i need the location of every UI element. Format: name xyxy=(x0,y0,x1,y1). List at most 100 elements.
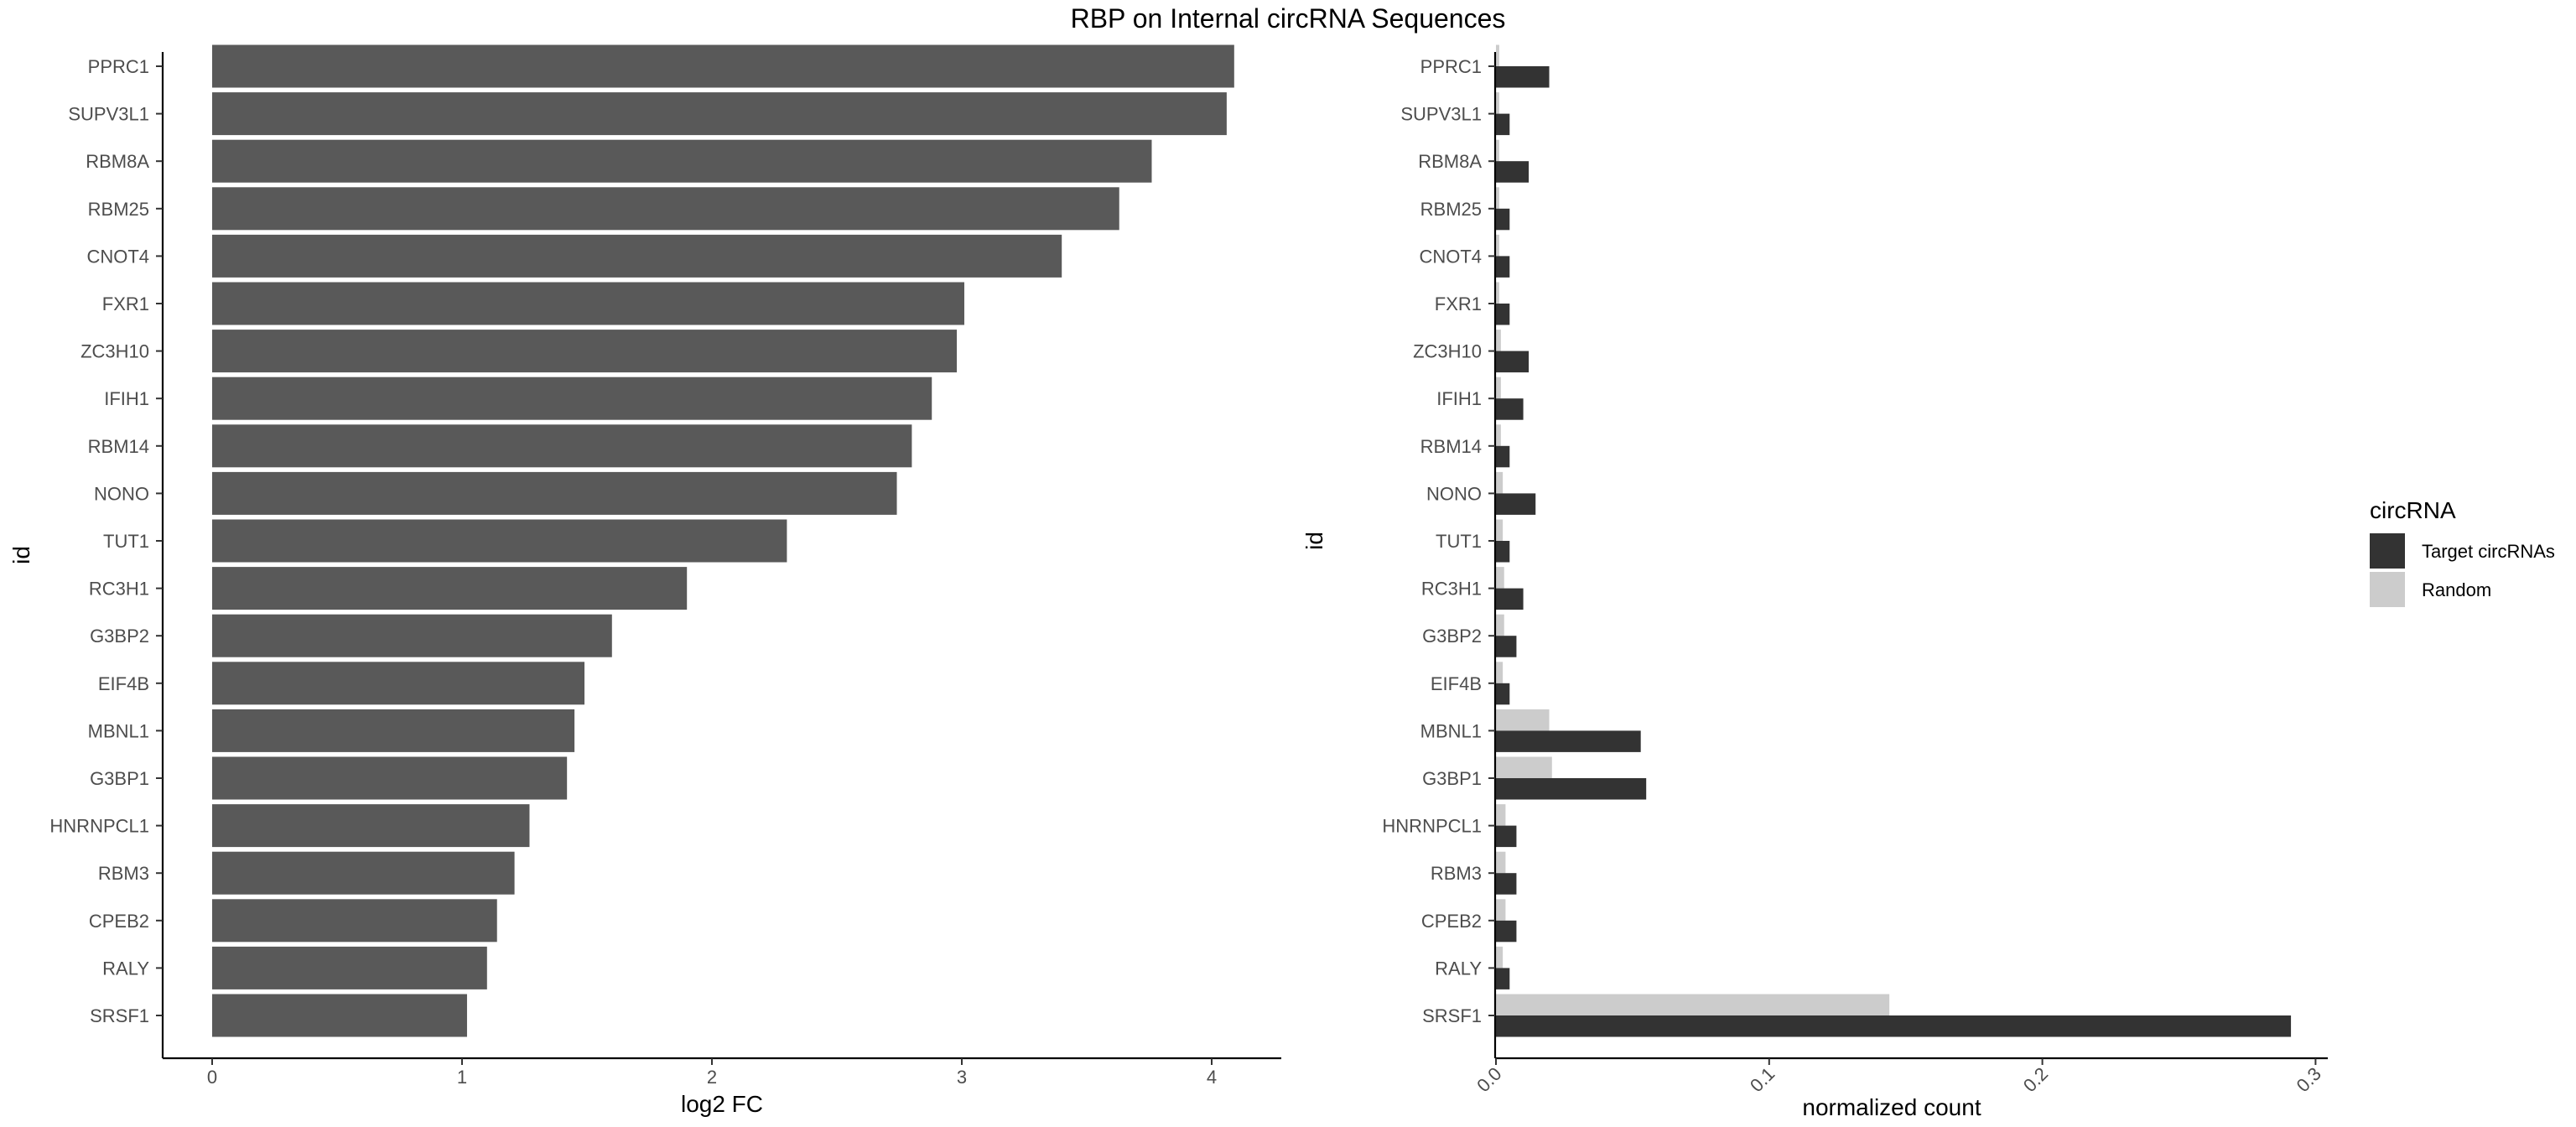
x-tick-label-3: 3 xyxy=(957,1067,967,1088)
bar-target-g3bp2 xyxy=(1496,636,1517,657)
right-x-tick-label-0.1: 0.1 xyxy=(1746,1063,1779,1096)
right-y-tick-label-cnot4: CNOT4 xyxy=(1419,246,1482,267)
bar-target-rbm25 xyxy=(1496,208,1510,231)
bar-target-nono xyxy=(1496,493,1536,515)
right-y-tick-label-rbm14: RBM14 xyxy=(1420,436,1482,457)
right-bars xyxy=(1496,44,2292,1037)
left-panel: PPRC1 SUPV3L1 RBM8A RBM25 CNOT4 FXR1 ZC3H10 IFI… xyxy=(8,44,1281,1117)
legend-title: circRNA xyxy=(2370,497,2456,523)
legend-key-target xyxy=(2370,533,2405,569)
right-y-tick-label-eif4b: EIF4B xyxy=(1431,673,1482,694)
bar-tut1 xyxy=(212,519,787,563)
bar-cnot4 xyxy=(212,234,1062,278)
bar-target-rbm3 xyxy=(1496,873,1517,895)
right-x-tick-label-0.2: 0.2 xyxy=(2019,1063,2052,1096)
bar-srsf1 xyxy=(212,994,467,1037)
bar-cpeb2 xyxy=(212,899,497,943)
bar-random-rbm25 xyxy=(1496,187,1499,209)
right-y-tick-label-zc3h10: ZC3H10 xyxy=(1413,341,1482,362)
right-y-tick-label-mbnl1: MBNL1 xyxy=(1420,720,1482,741)
bar-target-supv3l1 xyxy=(1496,113,1510,136)
y-tick-label-g3bp1: G3BP1 xyxy=(90,768,149,789)
right-y-tick-label-g3bp1: G3BP1 xyxy=(1422,768,1482,789)
y-tick-label-cnot4: CNOT4 xyxy=(86,246,149,267)
legend-label-target: Target circRNAs xyxy=(2422,541,2555,562)
bar-random-rbm14 xyxy=(1496,424,1501,446)
bar-random-supv3l1 xyxy=(1496,92,1499,114)
bar-target-rbm8a xyxy=(1496,161,1530,183)
bar-target-tut1 xyxy=(1496,541,1510,563)
right-y-tick-label-rbm8a: RBM8A xyxy=(1418,151,1482,172)
bar-g3bp1 xyxy=(212,756,568,800)
bar-target-g3bp1 xyxy=(1496,778,1647,800)
bar-rbm8a xyxy=(212,139,1152,183)
bar-target-fxr1 xyxy=(1496,304,1510,325)
right-x-axis-title: normalized count xyxy=(1802,1094,1981,1120)
right-y-tick-label-fxr1: FXR1 xyxy=(1435,293,1482,314)
x-tick-label-2: 2 xyxy=(707,1067,717,1088)
bar-random-g3bp2 xyxy=(1496,614,1504,636)
right-y-tick-label-rbm3: RBM3 xyxy=(1431,863,1482,884)
bar-target-rbm14 xyxy=(1496,445,1510,468)
bar-random-cpeb2 xyxy=(1496,899,1506,921)
bar-random-pprc1 xyxy=(1496,44,1499,66)
right-x-ticks: 0.0 0.1 0.2 0.3 xyxy=(1472,1058,2325,1096)
right-y-tick-label-srsf1: SRSF1 xyxy=(1422,1005,1482,1026)
y-tick-label-fxr1: FXR1 xyxy=(102,293,149,314)
bar-random-fxr1 xyxy=(1496,282,1499,304)
left-bars xyxy=(212,44,1234,1037)
x-tick-label-4: 4 xyxy=(1207,1067,1217,1088)
bar-target-srsf1 xyxy=(1496,1015,2292,1037)
bar-target-cnot4 xyxy=(1496,256,1510,278)
y-tick-label-supv3l1: SUPV3L1 xyxy=(68,104,149,125)
bar-target-ifih1 xyxy=(1496,398,1524,420)
bar-rc3h1 xyxy=(212,567,688,610)
legend-key-random xyxy=(2370,572,2405,607)
bar-zc3h10 xyxy=(212,330,958,373)
right-panel: PPRC1 SUPV3L1 RBM8A RBM25 CNOT4 FXR1 ZC3H10 IFI… xyxy=(1301,44,2328,1120)
y-tick-label-pprc1: PPRC1 xyxy=(88,56,149,77)
right-y-tick-label-cpeb2: CPEB2 xyxy=(1421,911,1482,932)
bar-random-nono xyxy=(1496,471,1504,494)
y-tick-label-eif4b: EIF4B xyxy=(98,673,149,694)
left-y-ticks: PPRC1 SUPV3L1 RBM8A RBM25 CNOT4 FXR1 ZC3H10 IFI… xyxy=(49,56,163,1026)
legend: circRNA Target circRNAs Random xyxy=(2370,497,2555,607)
right-y-tick-label-ifih1: IFIH1 xyxy=(1436,388,1482,409)
right-y-tick-label-hnrnpcl1: HNRNPCL1 xyxy=(1382,816,1482,837)
right-y-tick-label-rc3h1: RC3H1 xyxy=(1421,579,1482,600)
left-x-ticks: 0 1 2 3 4 xyxy=(207,1058,1217,1088)
bar-random-zc3h10 xyxy=(1496,330,1501,351)
right-y-tick-label-raly: RALY xyxy=(1435,958,1482,979)
legend-label-random: Random xyxy=(2422,579,2491,600)
bar-random-eif4b xyxy=(1496,662,1504,683)
y-tick-label-ifih1: IFIH1 xyxy=(104,388,149,409)
bar-target-zc3h10 xyxy=(1496,351,1530,373)
bar-fxr1 xyxy=(212,282,964,325)
right-y-tick-label-rbm25: RBM25 xyxy=(1420,199,1482,220)
y-tick-label-g3bp2: G3BP2 xyxy=(90,626,149,647)
bar-raly xyxy=(212,946,487,989)
x-tick-label-1: 1 xyxy=(457,1067,467,1088)
y-tick-label-mbnl1: MBNL1 xyxy=(88,720,149,741)
y-tick-label-rc3h1: RC3H1 xyxy=(89,579,149,600)
bar-random-mbnl1 xyxy=(1496,709,1550,731)
chart-title: RBP on Internal circRNA Sequences xyxy=(1071,3,1506,34)
right-y-tick-label-tut1: TUT1 xyxy=(1436,531,1482,552)
left-x-axis-title: log2 FC xyxy=(681,1091,763,1117)
bar-rbm25 xyxy=(212,187,1119,231)
bar-mbnl1 xyxy=(212,709,575,752)
y-tick-label-rbm8a: RBM8A xyxy=(86,151,149,172)
bar-random-ifih1 xyxy=(1496,377,1501,399)
bar-target-mbnl1 xyxy=(1496,730,1641,752)
bar-random-rbm8a xyxy=(1496,139,1499,162)
bar-g3bp2 xyxy=(212,614,612,657)
right-y-tick-label-supv3l1: SUPV3L1 xyxy=(1400,104,1482,125)
y-tick-label-zc3h10: ZC3H10 xyxy=(80,341,149,362)
y-tick-label-nono: NONO xyxy=(94,483,149,504)
bar-target-raly xyxy=(1496,968,1510,989)
bar-rbm3 xyxy=(212,851,515,895)
bar-target-pprc1 xyxy=(1496,66,1550,88)
y-tick-label-hnrnpcl1: HNRNPCL1 xyxy=(49,816,149,837)
bar-hnrnpcl1 xyxy=(212,804,530,848)
